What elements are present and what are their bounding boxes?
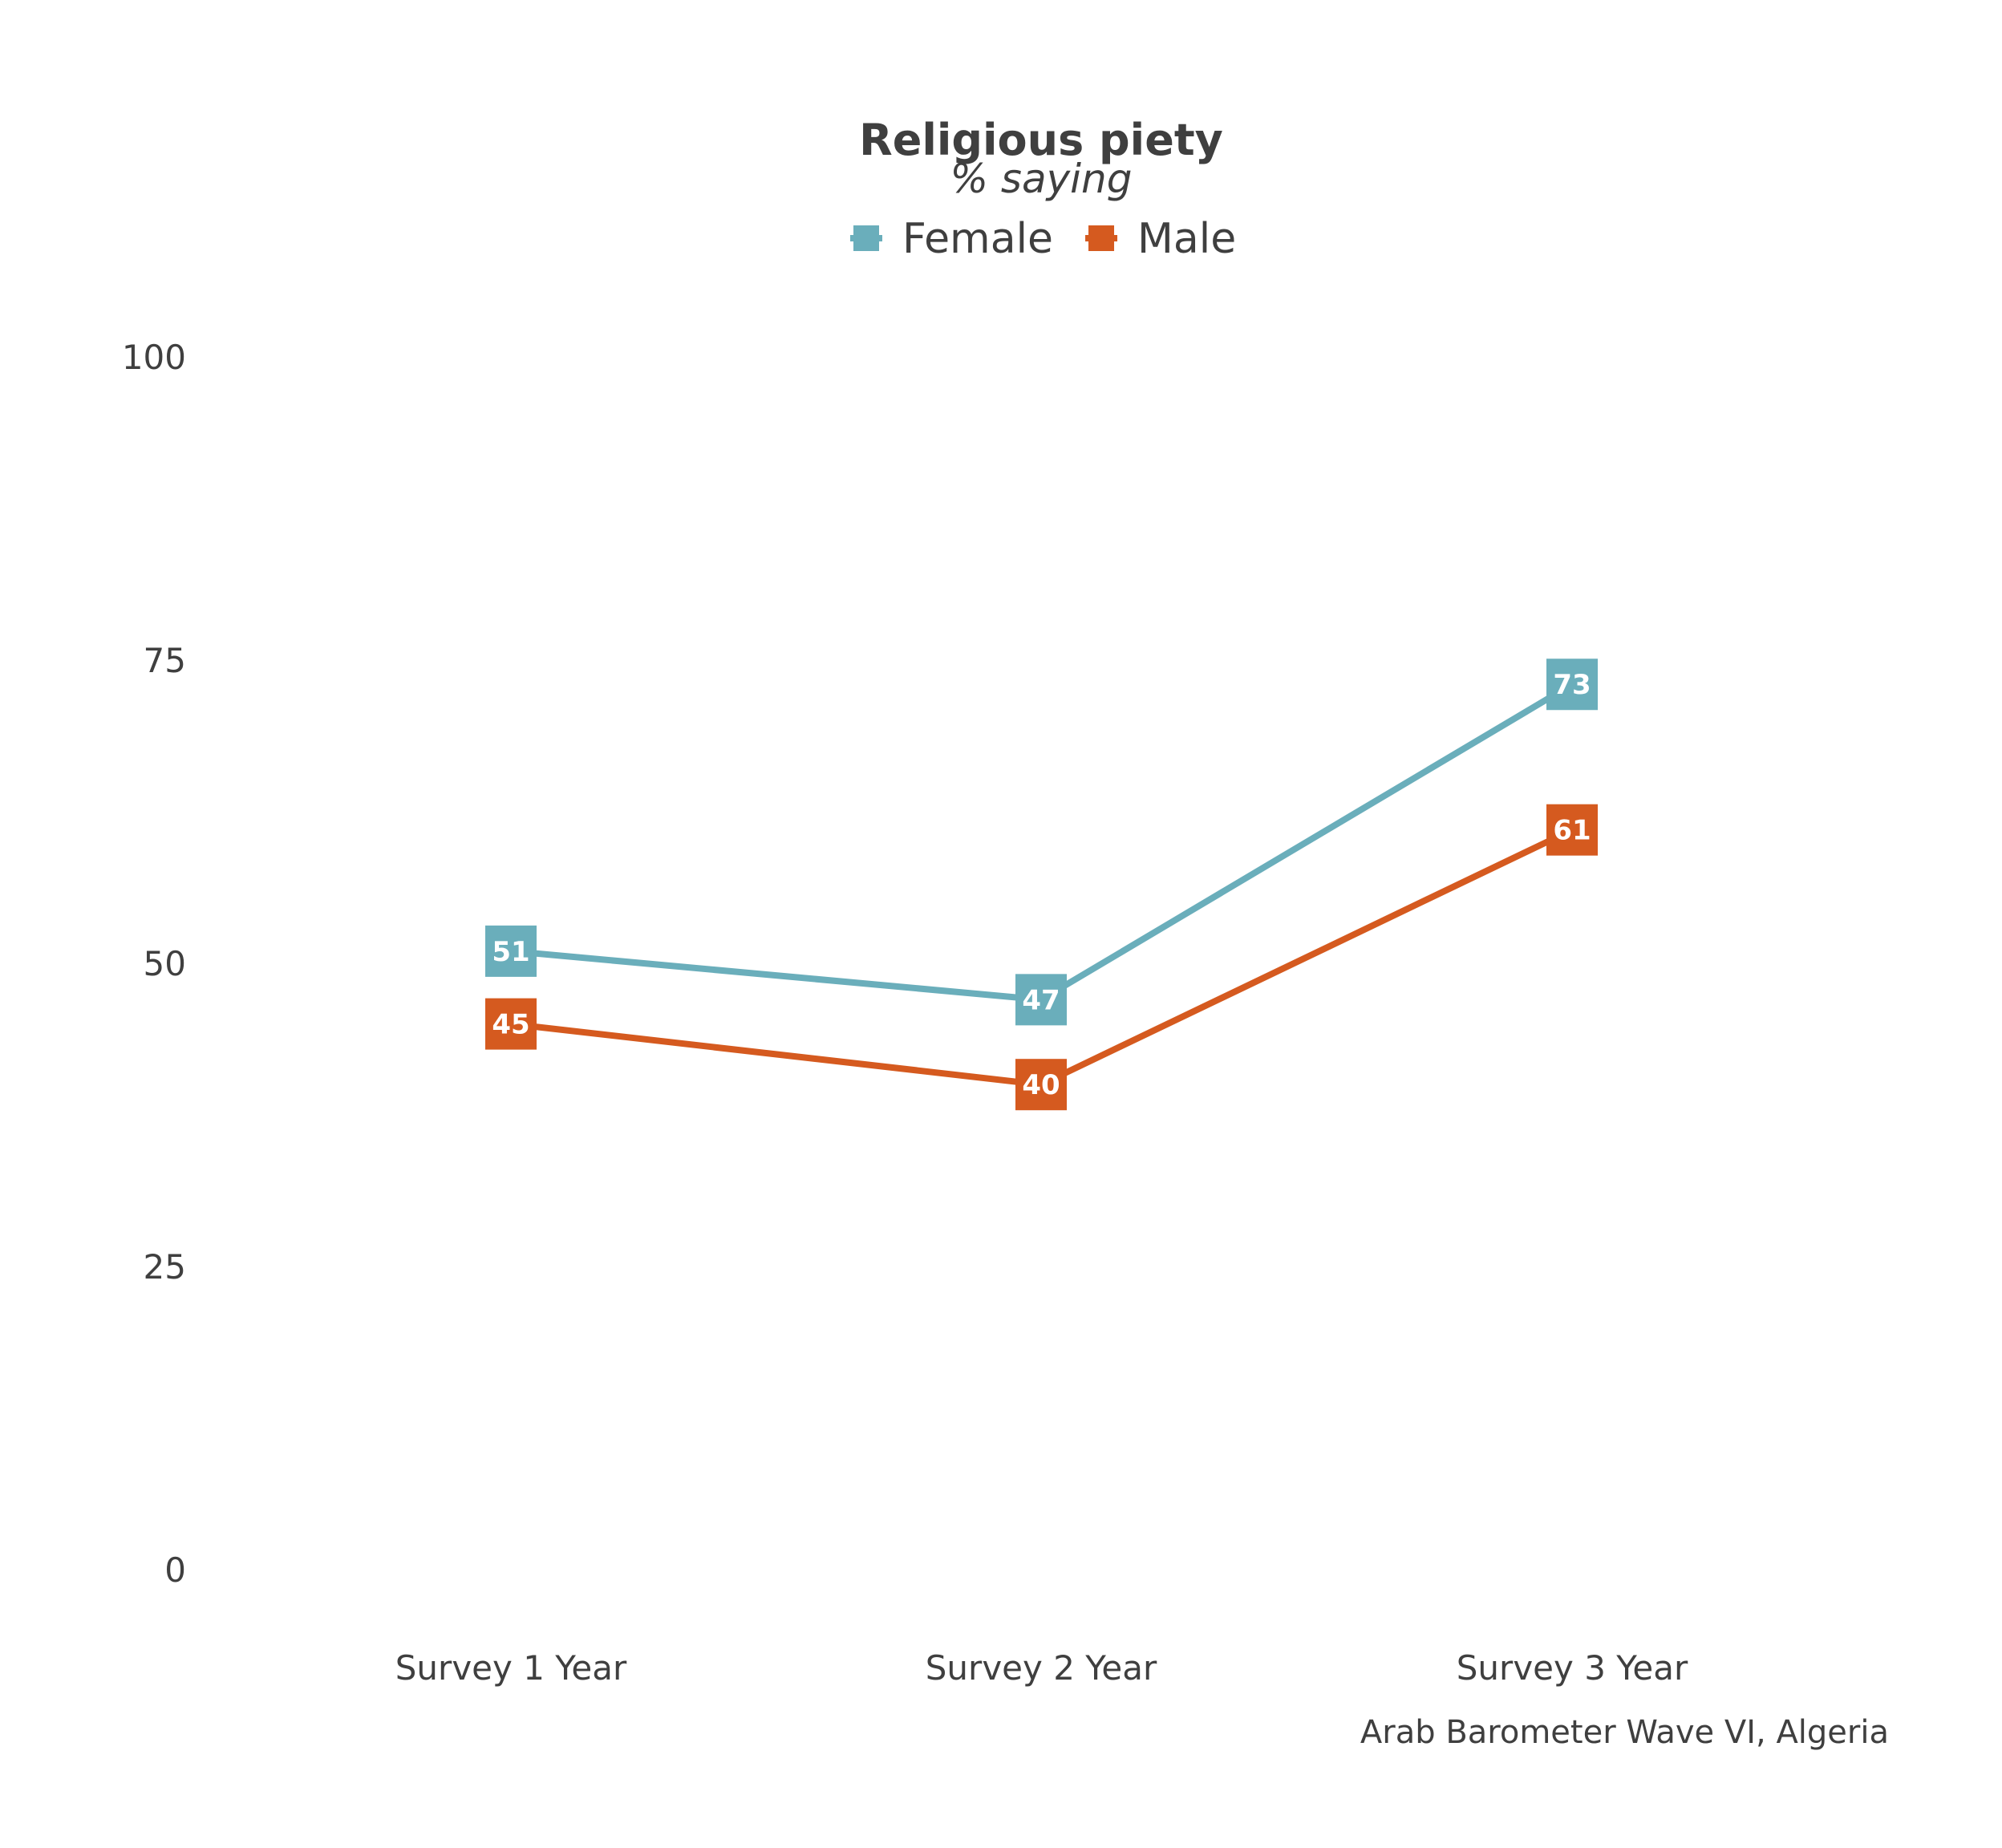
legend-key-marker [853, 225, 879, 251]
x-axis: Survey 1 Year Survey 2 Year Survey 3 Year [395, 1648, 1688, 1688]
data-label: 40 [1022, 1069, 1060, 1101]
series-male: 45 40 61 [485, 804, 1598, 1111]
x-tick-label: Survey 1 Year [395, 1648, 627, 1688]
chart-title: Religious piety [859, 115, 1223, 165]
legend-item-male: Male [1085, 215, 1236, 263]
data-point-marker [1015, 974, 1067, 1026]
y-tick-label: 25 [144, 1247, 186, 1287]
data-label: 45 [492, 1009, 529, 1041]
series-female: 51 47 73 [485, 659, 1598, 1026]
data-label: 47 [1022, 984, 1060, 1016]
series-layer: 51 47 73 45 40 61 [485, 659, 1598, 1111]
data-point-marker [1546, 804, 1598, 856]
legend: Female Male [850, 215, 1236, 263]
data-point-marker [1546, 659, 1598, 711]
data-point-marker [485, 925, 537, 977]
chart-subtitle: % saying [950, 156, 1132, 202]
y-axis: 0 25 50 75 100 [122, 338, 186, 1590]
y-tick-label: 100 [122, 338, 186, 377]
data-point-marker [485, 998, 537, 1050]
data-label: 61 [1553, 815, 1591, 847]
data-label: 51 [492, 936, 529, 968]
legend-label: Female [902, 215, 1053, 263]
series-line [508, 681, 1575, 1003]
x-tick-label: Survey 3 Year [1457, 1648, 1688, 1688]
x-tick-label: Survey 2 Year [926, 1648, 1157, 1688]
legend-label: Male [1137, 215, 1236, 263]
chart-caption: Arab Barometer Wave VI, Algeria [1360, 1714, 1889, 1751]
y-tick-label: 0 [164, 1550, 186, 1590]
data-point-marker [1015, 1059, 1067, 1111]
legend-key-marker [1088, 225, 1115, 251]
legend-item-female: Female [850, 215, 1053, 263]
y-tick-label: 50 [144, 944, 186, 983]
y-tick-label: 75 [144, 641, 186, 680]
series-line [508, 826, 1575, 1088]
data-label: 73 [1553, 669, 1591, 701]
